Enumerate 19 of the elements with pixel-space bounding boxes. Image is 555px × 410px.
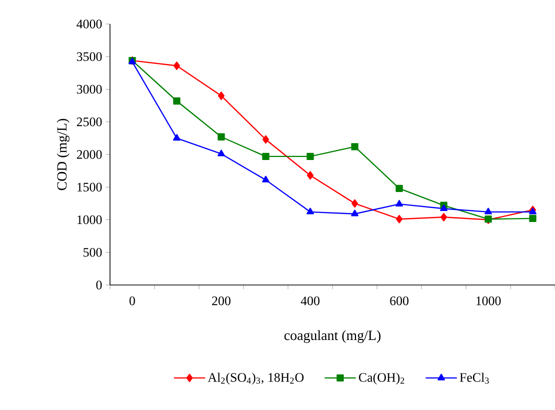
text: Al$_{2}$(SO$_{4}$)$_{3}$, 18H$_{2}$O — [208, 372, 304, 384]
y-tick-label: 0 — [96, 280, 102, 290]
x-tick-label: 1000 — [476, 296, 501, 306]
x-tick-label: 0 — [130, 296, 135, 306]
y-tick-label: 500 — [84, 248, 102, 257]
x-tick-label: 600 — [390, 296, 408, 306]
y-tick-label: 2000 — [76, 150, 102, 159]
y-tick-label: 2500 — [76, 118, 102, 126]
y-tick-label: 4000 — [76, 20, 102, 28]
y-tick-label: 3500 — [76, 52, 102, 61]
x-axis-title: coagulant (mg/L) — [284, 330, 380, 343]
legend-label: FeCl$_{3}$ — [460, 372, 489, 384]
y-axis-title: COD (mg/L) — [56, 118, 70, 190]
y-tick-label: 3000 — [76, 84, 102, 94]
x-tick-label: 200 — [212, 296, 230, 306]
x-tick-label: 400 — [300, 296, 320, 306]
y-tick-label: 1500 — [77, 182, 102, 192]
legend-label: Ca(OH)$_{2}$ — [358, 372, 404, 384]
y-tick-label: 1000 — [77, 215, 102, 224]
